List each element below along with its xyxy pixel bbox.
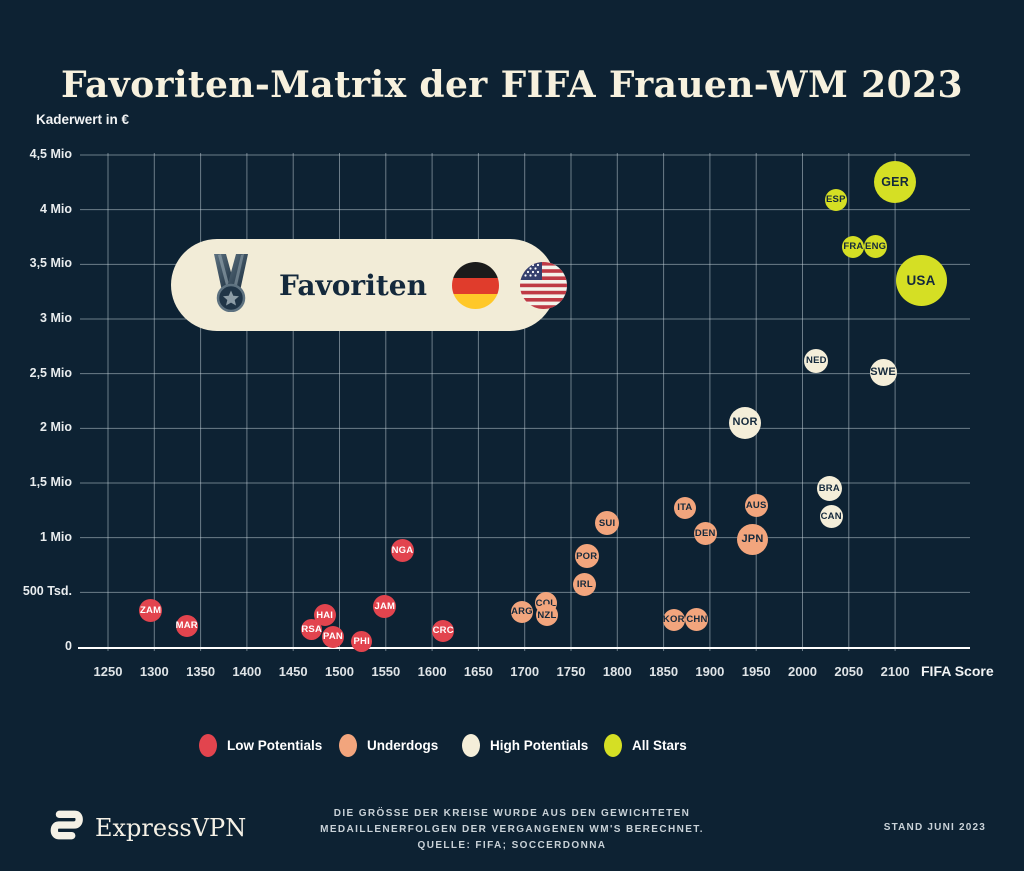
y-tick-label: 2 Mio xyxy=(40,420,72,435)
favoriten-badge: Favoriten xyxy=(171,239,567,331)
x-tick-label: 1800 xyxy=(602,664,632,679)
y-tick-label: 1,5 Mio xyxy=(29,475,72,489)
bubble-chn: CHN xyxy=(685,608,709,632)
legend-item-all-stars: All Stars xyxy=(604,733,687,757)
medal-icon xyxy=(205,253,257,317)
bubble-hai: HAI xyxy=(313,604,336,627)
bubble-zam: ZAM xyxy=(139,599,163,623)
footnote: DIE GRÖSSE DER KREISE WURDE AUS DEN GEWI… xyxy=(262,806,762,854)
bubble-kor: KOR xyxy=(662,608,685,631)
favoriten-label: Favoriten xyxy=(279,268,427,302)
footnote-line: QUELLE: FIFA; SOCCERDONNA xyxy=(417,840,607,851)
y-tick-label: 4 Mio xyxy=(40,201,72,216)
legend-dot-underdogs xyxy=(339,733,357,757)
y-tick-label: 3 Mio xyxy=(40,311,72,325)
y-tick-label: 1 Mio xyxy=(40,529,72,544)
bubble-ita: ITA xyxy=(673,497,696,520)
x-tick-label: 1350 xyxy=(186,664,216,679)
usa-flag-icon xyxy=(519,261,567,309)
bubble-por: POR xyxy=(574,544,599,569)
x-tick-label: 1950 xyxy=(741,664,771,679)
y-tick-label: 3,5 Mio xyxy=(29,256,72,271)
page-title: Favoriten-Matrix der FIFA Frauen-WM 2023 xyxy=(61,64,963,107)
bubble-esp: ESP xyxy=(824,188,847,211)
bubble-can: CAN xyxy=(819,505,843,529)
x-tick-label: 1750 xyxy=(556,664,586,679)
bubble-aus: AUS xyxy=(744,494,768,518)
bubble-crc: CRC xyxy=(432,619,455,642)
bubble-jpn: JPN xyxy=(736,524,768,556)
legend-dot-all-stars xyxy=(604,733,622,757)
y-tick-label: 2,5 Mio xyxy=(29,365,72,380)
y-tick-label: 4,5 Mio xyxy=(29,147,72,161)
y-axis-title: Kaderwert in € xyxy=(36,112,130,127)
bubble-fra: FRA xyxy=(842,235,865,258)
legend-label: High Potentials xyxy=(490,737,589,753)
x-tick-label: 1250 xyxy=(93,664,123,679)
x-tick-label: 2050 xyxy=(834,664,864,679)
bubble-nga: NGA xyxy=(390,539,414,563)
legend-item-high-potentials: High Potentials xyxy=(462,733,588,757)
bubble-swe: SWE xyxy=(869,359,897,387)
x-tick-label: 2000 xyxy=(788,664,817,679)
x-tick-label: 1500 xyxy=(325,664,354,679)
x-tick-label: 1300 xyxy=(139,664,169,679)
x-tick-label: 2100 xyxy=(880,664,910,679)
x-tick-label: 1550 xyxy=(371,664,401,679)
legend-label: All Stars xyxy=(632,737,687,753)
bubble-sui: SUI xyxy=(595,511,620,536)
x-tick-label: 1650 xyxy=(463,664,493,679)
stand-date: STAND JUNI 2023 xyxy=(883,822,986,833)
legend-dot-low-potentials xyxy=(199,733,217,757)
legend-label: Low Potentials xyxy=(227,737,323,753)
bubble-bra: BRA xyxy=(816,475,842,501)
bubble-jam: JAM xyxy=(373,595,397,619)
x-axis-title: FIFA Score xyxy=(921,663,994,679)
x-tick-label: 1400 xyxy=(232,664,262,679)
legend-dot-high-potentials xyxy=(462,733,480,757)
footnote-line: MEDAILLENERFOLGEN DER VERGANGENEN WM'S B… xyxy=(320,824,704,835)
x-tick-label: 1900 xyxy=(695,664,725,679)
y-tick-label: 0 xyxy=(65,639,72,653)
bubble-nor: NOR xyxy=(729,406,762,439)
x-tick-label: 1600 xyxy=(417,664,447,679)
bubble-arg: ARG xyxy=(510,601,533,623)
brand-footer: ExpressVPN xyxy=(48,808,246,847)
bubble-ger: GER xyxy=(874,161,917,204)
legend-item-low-potentials: Low Potentials xyxy=(199,733,322,757)
brand-wordmark: ExpressVPN xyxy=(95,813,247,842)
x-tick-label: 1450 xyxy=(278,664,308,679)
x-tick-label: 1850 xyxy=(649,664,679,679)
legend-label: Underdogs xyxy=(367,737,439,753)
bubble-irl: IRL xyxy=(573,573,597,597)
bubble-usa: USA xyxy=(895,255,947,307)
bubble-nzl: NZL xyxy=(535,604,558,627)
bubble-den: DEN xyxy=(693,521,717,545)
expressvpn-logo-icon xyxy=(48,808,84,847)
x-tick-label: 1700 xyxy=(510,664,540,679)
legend-item-underdogs: Underdogs xyxy=(339,733,438,757)
bubble-mar: MAR xyxy=(176,615,198,638)
y-tick-label: 500 Tsd. xyxy=(22,584,72,599)
bubble-phi: PHI xyxy=(351,631,373,653)
bubble-ned: NED xyxy=(804,348,829,373)
bubble-pan: PAN xyxy=(322,626,345,649)
bubble-eng: ENG xyxy=(864,235,888,259)
footnote-line: DIE GRÖSSE DER KREISE WURDE AUS DEN GEWI… xyxy=(333,808,691,819)
germany-flag-icon xyxy=(451,261,499,309)
bubble-rsa: RSA xyxy=(301,619,323,640)
